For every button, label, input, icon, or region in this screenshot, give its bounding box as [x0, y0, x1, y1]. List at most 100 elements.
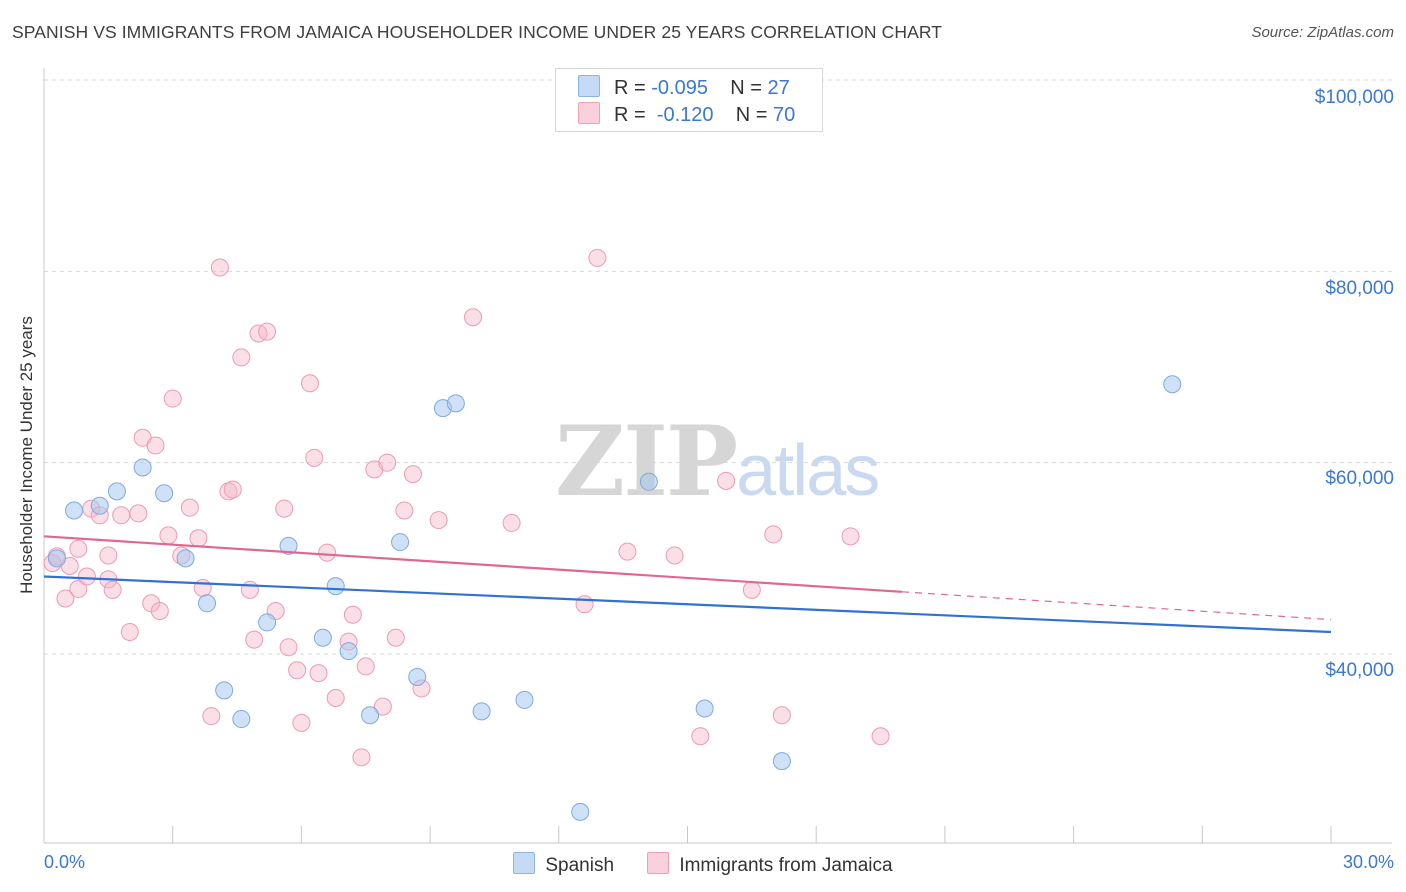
spanish-point [391, 533, 410, 552]
jamaica-point [202, 707, 221, 726]
spanish-point [47, 549, 66, 568]
jamaica-point [588, 248, 607, 267]
jamaica-point [395, 501, 414, 520]
spanish-trendline [43, 575, 1332, 634]
legend-n-value-spanish: 27 [767, 77, 790, 99]
jamaica-point [373, 697, 392, 716]
spanish-point [772, 752, 791, 771]
jamaica-point [717, 471, 736, 490]
jamaica-point [386, 628, 405, 647]
spanish-point [639, 472, 658, 491]
jamaica-point [275, 499, 294, 518]
jamaica-trendline-extension [901, 591, 1332, 621]
jamaica-point [159, 526, 178, 545]
spanish-point [232, 710, 251, 729]
legend-row-spanish: R = -0.095 N = 27 [578, 75, 790, 99]
x-tick-right: 30.0% [1342, 852, 1394, 872]
legend-row-jamaica: R = -0.120 N = 70 [578, 102, 795, 126]
jamaica-point [326, 689, 345, 708]
spanish-point [155, 484, 174, 503]
jamaica-point [129, 504, 148, 523]
jamaica-point [99, 546, 118, 565]
jamaica-point [764, 525, 783, 544]
jamaica-point [665, 546, 684, 565]
jamaica-point [292, 713, 311, 732]
spanish-point [695, 699, 714, 718]
jamaica-point [318, 543, 337, 562]
series-swatch-spanish [513, 852, 536, 874]
legend-n-label: N = [735, 104, 768, 126]
spanish-point [515, 690, 534, 709]
spanish-point [215, 681, 234, 700]
jamaica-point [464, 308, 482, 327]
legend-n-value-jamaica: 70 [773, 104, 796, 126]
jamaica-point [343, 605, 362, 624]
y-tick-40000: $40,000 [1325, 660, 1394, 681]
jamaica-point [103, 580, 122, 599]
jamaica-point [403, 465, 422, 484]
jamaica-point [232, 348, 251, 367]
spanish-point [408, 667, 427, 686]
legend-swatch-spanish [578, 75, 600, 97]
jamaica-point [871, 727, 890, 746]
series-legend: Spanish Immigrants from Jamaica [0, 852, 1406, 877]
spanish-point [65, 501, 84, 520]
source-label: Source: ZipAtlas.com [1251, 24, 1394, 41]
jamaica-point [356, 657, 375, 676]
jamaica-point [575, 595, 594, 614]
series-legend-jamaica: Immigrants from Jamaica [647, 852, 893, 877]
jamaica-point [223, 480, 242, 499]
spanish-point [176, 549, 195, 568]
jamaica-point [163, 389, 182, 408]
legend-r-value-jamaica: -0.120 [656, 104, 714, 126]
x-tick-left: 0.0% [44, 852, 86, 872]
spanish-point [339, 642, 358, 661]
jamaica-trendline [43, 535, 903, 593]
jamaica-point [150, 601, 169, 620]
correlation-legend: R = -0.095 N = 27 R = -0.120 N = 70 [555, 68, 823, 132]
jamaica-point [56, 589, 75, 608]
jamaica-point [772, 706, 791, 725]
spanish-point [133, 458, 152, 477]
jamaica-point [258, 322, 277, 341]
series-legend-spanish: Spanish [513, 852, 614, 877]
spanish-point [107, 482, 126, 501]
jamaica-point [502, 513, 521, 532]
jamaica-point [180, 498, 199, 517]
jamaica-point [146, 436, 165, 455]
jamaica-point [742, 580, 761, 599]
jamaica-point [300, 374, 319, 393]
jamaica-point [305, 448, 324, 467]
watermark-atlas: atlas [736, 431, 880, 511]
jamaica-point [210, 258, 229, 277]
y-tick-80000: $80,000 [1325, 278, 1394, 299]
watermark-zip: ZIP [555, 405, 738, 518]
jamaica-point [69, 539, 88, 558]
legend-r-value-spanish: -0.095 [651, 77, 708, 99]
spanish-point [198, 594, 217, 613]
spanish-point [279, 536, 298, 555]
jamaica-point [240, 580, 259, 599]
spanish-point [313, 628, 332, 647]
y-axis-label: Householder Income Under 25 years [17, 316, 36, 594]
jamaica-point [77, 567, 96, 586]
y-tick-60000: $60,000 [1325, 468, 1394, 489]
spanish-point [258, 613, 277, 632]
jamaica-point [691, 727, 710, 746]
legend-n-label: N = [730, 77, 762, 99]
spanish-point [1163, 375, 1182, 394]
jamaica-point [309, 664, 328, 683]
series-label-spanish: Spanish [545, 855, 615, 876]
spanish-point [571, 802, 590, 821]
spanish-point [361, 706, 380, 725]
spanish-point [90, 496, 109, 515]
jamaica-point [112, 506, 131, 525]
y-tick-100000: $100,000 [1314, 87, 1394, 108]
jamaica-point [288, 661, 307, 680]
legend-r-label: R = [614, 77, 646, 99]
jamaica-point [352, 748, 371, 767]
jamaica-point [120, 622, 139, 641]
jamaica-point [841, 527, 860, 546]
jamaica-point [378, 453, 397, 472]
